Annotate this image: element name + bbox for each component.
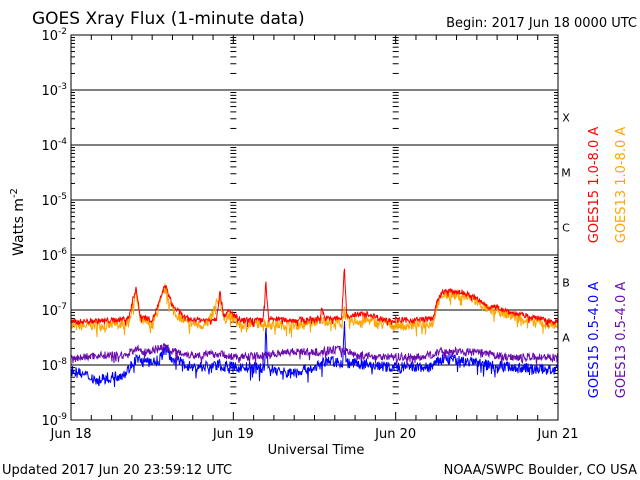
y-tick-label-base: 10	[41, 84, 58, 99]
y-tick-label-base: 10	[41, 249, 58, 264]
y-tick-label: 10-2	[41, 27, 67, 44]
x-axis-label: Universal Time	[268, 443, 365, 458]
legend-entry: GOES15 0.5-4.0 A	[587, 282, 602, 399]
y-tick-label: 10-6	[41, 247, 67, 264]
y-tick-label: 10-3	[41, 82, 67, 99]
y-tick-label-exponent: -2	[58, 27, 67, 37]
credit-label: NOAA/SWPC Boulder, CO USA	[444, 463, 637, 478]
y-tick-label: 10-4	[41, 137, 67, 154]
y-tick-label-base: 10	[41, 29, 58, 44]
x-tick-label: Jun 18	[50, 427, 92, 442]
y-axis-label: Watts m-2	[9, 188, 27, 256]
flare-class-label: X	[562, 112, 570, 125]
flare-class-label: B	[562, 277, 570, 290]
flare-class-label: C	[562, 222, 570, 235]
series-line	[70, 321, 559, 388]
y-tick-label-exponent: -3	[58, 82, 67, 92]
flare-class-label: A	[562, 332, 570, 345]
y-tick-label: 10-9	[41, 412, 67, 429]
y-tick-label-exponent: -9	[58, 412, 67, 422]
y-tick-label-exponent: -5	[58, 192, 67, 202]
x-tick-labels: Jun 18 Jun 19 Jun 20 Jun 21	[50, 427, 579, 442]
y-tick-label-base: 10	[41, 414, 58, 429]
series-line	[70, 268, 559, 328]
series-line	[70, 283, 559, 338]
legend-entry: GOES13 0.5-4.0 A	[614, 282, 629, 399]
legend: GOES15 1.0-8.0 A GOES13 1.0-8.0 A GOES13 0…	[587, 127, 629, 399]
y-tick-label-exponent: -6	[58, 247, 67, 257]
y-tick-label: 10-5	[41, 192, 67, 209]
x-tick-label: Jun 21	[537, 427, 579, 442]
flare-class-labels: X M C B A	[561, 112, 571, 345]
legend-entry: GOES13 1.0-8.0 A	[614, 127, 629, 244]
begin-label: Begin: 2017 Jun 18 0000 UTC	[446, 16, 637, 31]
y-tick-label-exponent: -7	[58, 302, 67, 312]
x-tick-label: Jun 20	[374, 427, 416, 442]
series-line	[70, 342, 559, 367]
legend-entry: GOES15 1.0-8.0 A	[587, 127, 602, 244]
y-tick-label-base: 10	[41, 194, 58, 209]
x-tick-label: Jun 19	[212, 427, 254, 442]
axis-ticks	[70, 35, 559, 421]
y-tick-label-base: 10	[41, 359, 58, 374]
y-tick-labels: 10-910-810-710-610-510-410-310-2	[41, 27, 67, 429]
y-tick-label-base: 10	[41, 304, 58, 319]
flare-class-label: M	[561, 167, 571, 180]
y-axis-label-sup: -2	[9, 188, 20, 198]
plot-frame	[70, 34, 559, 421]
chart-title: GOES Xray Flux (1-minute data)	[32, 9, 305, 29]
y-tick-label-base: 10	[41, 139, 58, 154]
y-axis-label-text: Watts m	[11, 198, 27, 256]
updated-timestamp: Updated 2017 Jun 20 23:59:12 UTC	[2, 463, 232, 478]
y-tick-label: 10-7	[41, 302, 67, 319]
y-tick-label-exponent: -4	[58, 137, 67, 147]
y-tick-label-exponent: -8	[58, 357, 67, 367]
y-tick-label: 10-8	[41, 357, 67, 374]
series-group	[70, 268, 559, 388]
